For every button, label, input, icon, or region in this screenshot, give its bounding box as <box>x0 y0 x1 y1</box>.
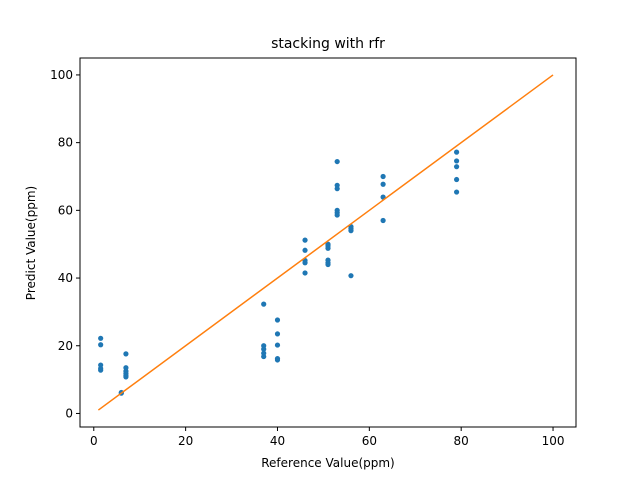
data-point <box>302 237 308 243</box>
data-point <box>302 260 308 266</box>
data-point <box>453 158 460 164</box>
data-point <box>325 261 331 268</box>
data-point <box>274 331 281 337</box>
x-tick-label: 100 <box>542 434 565 448</box>
data-point <box>325 245 331 251</box>
plot-area <box>97 74 554 411</box>
y-tick-label: 60 <box>58 203 73 217</box>
y-tick-label: 80 <box>58 136 73 150</box>
data-point <box>261 346 267 352</box>
data-point <box>274 317 281 323</box>
x-axis-ticks: 0 20 40 60 80 100 <box>90 427 565 448</box>
data-point <box>453 189 460 195</box>
data-point <box>98 367 104 373</box>
y-tick-label: 40 <box>58 271 73 285</box>
data-point <box>98 342 104 348</box>
y-axis-label: Predict Value(ppm) <box>24 186 38 300</box>
data-point <box>261 301 267 307</box>
y-tick-label: 20 <box>58 339 73 353</box>
data-point <box>453 164 460 170</box>
y-tick-label: 100 <box>50 68 73 82</box>
x-tick-label: 80 <box>454 434 469 448</box>
y-tick-label: 0 <box>65 406 73 420</box>
data-point <box>334 186 340 192</box>
y-axis-ticks: 0 20 40 60 80 100 <box>50 68 80 420</box>
x-axis-label: Reference Value(ppm) <box>261 456 394 470</box>
data-point <box>453 149 460 155</box>
x-tick-label: 60 <box>362 434 377 448</box>
data-point <box>261 353 267 360</box>
axes-frame <box>79 57 577 428</box>
data-point <box>302 247 308 253</box>
data-point <box>453 176 460 183</box>
data-point <box>98 335 104 341</box>
data-point <box>348 273 354 279</box>
data-point <box>302 270 308 276</box>
x-tick-label: 40 <box>270 434 285 448</box>
data-point <box>123 374 129 380</box>
data-point <box>380 173 386 180</box>
reference-line <box>97 74 554 411</box>
x-tick-label: 20 <box>178 434 193 448</box>
data-point <box>348 228 354 234</box>
data-point <box>380 217 386 224</box>
data-point <box>380 181 386 187</box>
data-point <box>274 357 281 363</box>
chart-title: stacking with rfr <box>271 36 385 52</box>
data-point <box>123 351 129 357</box>
data-point <box>334 212 340 218</box>
data-point <box>274 342 281 348</box>
x-tick-label: 0 <box>90 434 98 448</box>
data-point <box>334 158 340 165</box>
